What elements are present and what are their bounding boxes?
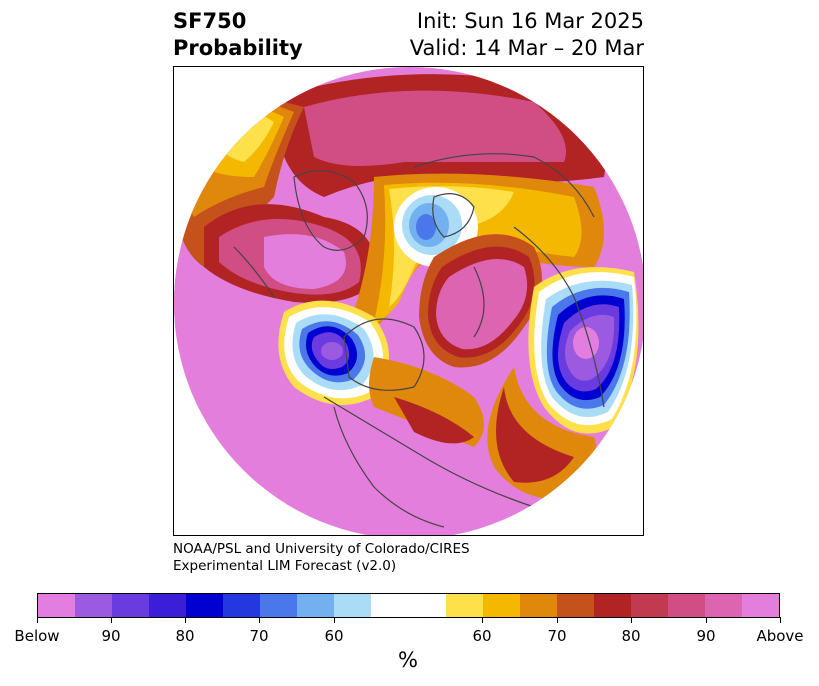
title-variable: SF750 [173,9,247,33]
colorbar-tick [37,617,38,623]
credit-line2: Experimental LIM Forecast (v2.0) [173,558,397,574]
colorbar-segment [334,594,372,617]
probability-field [174,67,643,535]
colorbar-segment [297,594,335,617]
map-dates: Init: Sun 16 Mar 2025 Valid: 14 Mar – 20… [410,8,644,62]
colorbar-segment [371,594,446,617]
colorbar-tick [482,617,483,623]
colorbar-segment [149,594,187,617]
colorbar-tick-label: 90 [101,627,121,645]
colorbar-segment [186,594,224,617]
colorbar-segment [260,594,298,617]
colorbar-tick [631,617,632,623]
colorbar-segment [75,594,113,617]
init-date: Init: Sun 16 Mar 2025 [416,9,644,33]
colorbar-segment [704,594,742,617]
colorbar-tick-label: 80 [621,627,641,645]
coastlines [233,153,605,528]
colorbar-tick [706,617,707,623]
colorbar-tick [259,617,260,623]
colorbar-segment [482,594,520,617]
colorbar-tick-label: 90 [696,627,716,645]
colorbar-tick-label: 80 [175,627,195,645]
colorbar-tick [557,617,558,623]
colorbar-tick [334,617,335,623]
colorbar-tick-label: 70 [249,627,269,645]
colorbar-tick-label: Above [756,627,804,645]
title-field: Probability [173,36,303,60]
colorbar-segment [630,594,668,617]
colorbar [37,593,780,618]
colorbar-tick [111,617,112,623]
colorbar-segment [556,594,594,617]
colorbar-segment [519,594,557,617]
colorbar-segment [593,594,631,617]
valid-range: Valid: 14 Mar – 20 Mar [409,36,644,60]
colorbar-unit: % [398,648,418,672]
colorbar-tick [780,617,781,623]
credit-text: NOAA/PSL and University of Colorado/CIRE… [173,541,470,575]
polar-projection [174,67,643,535]
colorbar-segment [445,594,483,617]
forecast-map [173,66,644,536]
colorbar-tick-label: 70 [547,627,567,645]
colorbar-tick-label: Below [14,627,60,645]
colorbar-tick-label: 60 [472,627,492,645]
colorbar-segment [223,594,261,617]
colorbar-segment [112,594,150,617]
credit-line1: NOAA/PSL and University of Colorado/CIRE… [173,541,470,557]
colorbar-segment [667,594,705,617]
colorbar-tick [185,617,186,623]
colorbar-segment [38,594,76,617]
colorbar-segment [741,594,779,617]
map-title: SF750 Probability [173,8,303,62]
colorbar-tick-label: 60 [324,627,344,645]
